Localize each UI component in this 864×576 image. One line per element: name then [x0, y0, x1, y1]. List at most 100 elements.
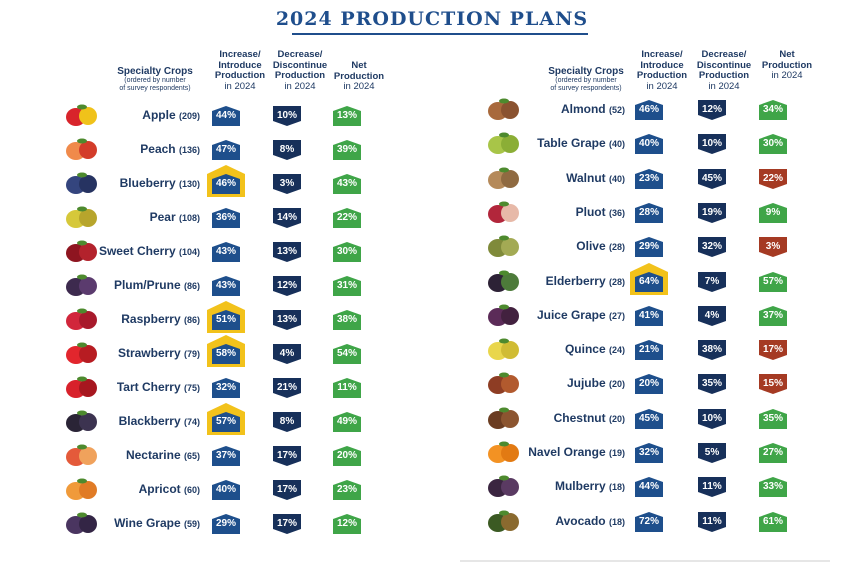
- strawberry-icon: [62, 340, 102, 366]
- respondent-count: (108): [178, 213, 200, 223]
- blueberry-icon: [62, 170, 102, 196]
- crop-name: Apple: [142, 108, 176, 122]
- respondent-count: (20): [608, 379, 625, 390]
- crop-label: Table Grape (40): [537, 136, 625, 150]
- increase-badge: 58%: [212, 344, 240, 364]
- crop-name: Mulberry: [554, 479, 606, 494]
- net-badge: 9%: [759, 202, 787, 223]
- net-badge-value: 13%: [336, 110, 357, 121]
- increase-badge-value: 36%: [215, 212, 236, 223]
- raspberry-icon: [62, 306, 102, 332]
- decrease-badge-value: 17%: [276, 450, 297, 461]
- net-badge: 15%: [759, 374, 787, 395]
- increase-badge: 40%: [635, 134, 663, 155]
- decrease-badge-value: 4%: [279, 348, 295, 359]
- jujube-icon: [484, 370, 524, 396]
- increase-badge: 57%: [212, 412, 240, 432]
- net-badge: 31%: [333, 276, 361, 296]
- net-column-header: Net Production in 2024: [333, 60, 385, 92]
- net-badge: 54%: [333, 344, 361, 364]
- decrease-badge-value: 11%: [702, 515, 722, 527]
- respondent-count: (18): [608, 516, 625, 527]
- decrease-badge-value: 13%: [276, 246, 297, 257]
- increase-badge-value: 46%: [638, 104, 659, 115]
- decrease-badge: 5%: [698, 443, 726, 463]
- decrease-badge-value: 32%: [701, 241, 722, 253]
- net-badge-value: 31%: [336, 280, 357, 291]
- increase-column-header: Increase/Introduce Production in 2024: [636, 49, 688, 92]
- crop-name: Tart Cherry: [116, 380, 181, 394]
- increase-badge: 36%: [212, 208, 240, 228]
- increase-badge-value: 37%: [215, 450, 236, 461]
- net-badge-value: 12%: [336, 518, 357, 529]
- increase-badge: 28%: [635, 202, 663, 223]
- decrease-badge: 17%: [273, 446, 301, 466]
- respondent-count: (59): [183, 519, 200, 529]
- decrease-badge: 3%: [273, 174, 301, 194]
- increase-badge-value: 32%: [215, 382, 236, 393]
- crop-label: Sweet Cherry (104): [99, 244, 200, 258]
- avocado-icon: [484, 508, 524, 534]
- increase-badge: 46%: [635, 100, 663, 120]
- respondent-count: (79): [183, 349, 200, 359]
- increase-badge: 29%: [635, 237, 663, 258]
- net-badge: 22%: [759, 168, 787, 189]
- net-badge: 13%: [333, 106, 361, 126]
- increase-badge-value: 46%: [215, 178, 236, 189]
- decrease-badge-value: 7%: [704, 275, 720, 287]
- crop-name: Jujube: [566, 376, 606, 391]
- crop-name: Apricot: [138, 482, 181, 496]
- crop-name: Almond: [560, 102, 606, 116]
- crop-name: Olive: [576, 239, 606, 254]
- increase-badge-value: 41%: [638, 309, 659, 321]
- crop-label: Peach (136): [140, 142, 200, 156]
- crop-label: Raspberry (86): [121, 312, 200, 326]
- respondent-count: (27): [608, 310, 625, 321]
- decrease-badge-value: 4%: [704, 309, 720, 321]
- title-underline: [292, 33, 588, 35]
- table-grape-icon: [484, 130, 524, 156]
- net-badge: 30%: [759, 134, 787, 155]
- net-badge: 34%: [759, 100, 787, 120]
- decrease-column-header: Decrease/Discontinue Production in 2024: [696, 49, 752, 92]
- apricot-icon: [62, 476, 102, 502]
- net-badge: 12%: [333, 514, 361, 534]
- decrease-badge-value: 10%: [701, 138, 722, 150]
- almond-icon: [484, 96, 524, 122]
- net-badge-value: 30%: [336, 246, 357, 257]
- respondent-count: (86): [183, 315, 200, 325]
- increase-badge: 32%: [212, 378, 240, 398]
- net-column-header: Net Production in 2024: [761, 49, 813, 81]
- right-panel: Specialty Crops (ordered by number of su…: [432, 0, 864, 576]
- crop-label: Jujube (20): [567, 376, 625, 390]
- net-badge-value: 37%: [762, 309, 783, 321]
- decrease-badge-value: 17%: [276, 518, 297, 529]
- decrease-badge-value: 3%: [279, 178, 295, 189]
- increase-badge: 20%: [635, 374, 663, 395]
- crop-label: Elderberry (28): [546, 274, 625, 288]
- decrease-badge: 12%: [698, 100, 726, 120]
- decrease-badge-value: 5%: [704, 447, 720, 458]
- net-badge: 61%: [759, 511, 787, 532]
- increase-badge-value: 72%: [638, 515, 659, 527]
- peach-icon: [62, 136, 102, 162]
- crop-name: Chestnut: [553, 410, 606, 425]
- respondent-count: (86): [183, 281, 200, 291]
- crop-name: Peach: [140, 142, 176, 156]
- crop-label: Blueberry (130): [120, 176, 200, 190]
- net-badge-value: 61%: [762, 515, 783, 527]
- footer-divider: [460, 560, 830, 562]
- decrease-badge-value: 12%: [276, 280, 297, 291]
- increase-badge-value: 40%: [638, 138, 659, 150]
- increase-badge: 64%: [635, 271, 663, 292]
- apple-icon: [62, 102, 102, 128]
- decrease-badge-value: 35%: [701, 378, 722, 390]
- increase-badge: 46%: [212, 174, 240, 194]
- decrease-badge: 35%: [698, 374, 726, 395]
- increase-column-header: Increase/Introduce Production in 2024: [214, 49, 266, 92]
- crop-name: Pear: [149, 210, 176, 224]
- crop-label: Walnut (40): [566, 171, 625, 185]
- decrease-badge: 11%: [698, 477, 726, 498]
- increase-badge-value: 51%: [215, 314, 236, 325]
- decrease-badge-value: 12%: [701, 104, 722, 115]
